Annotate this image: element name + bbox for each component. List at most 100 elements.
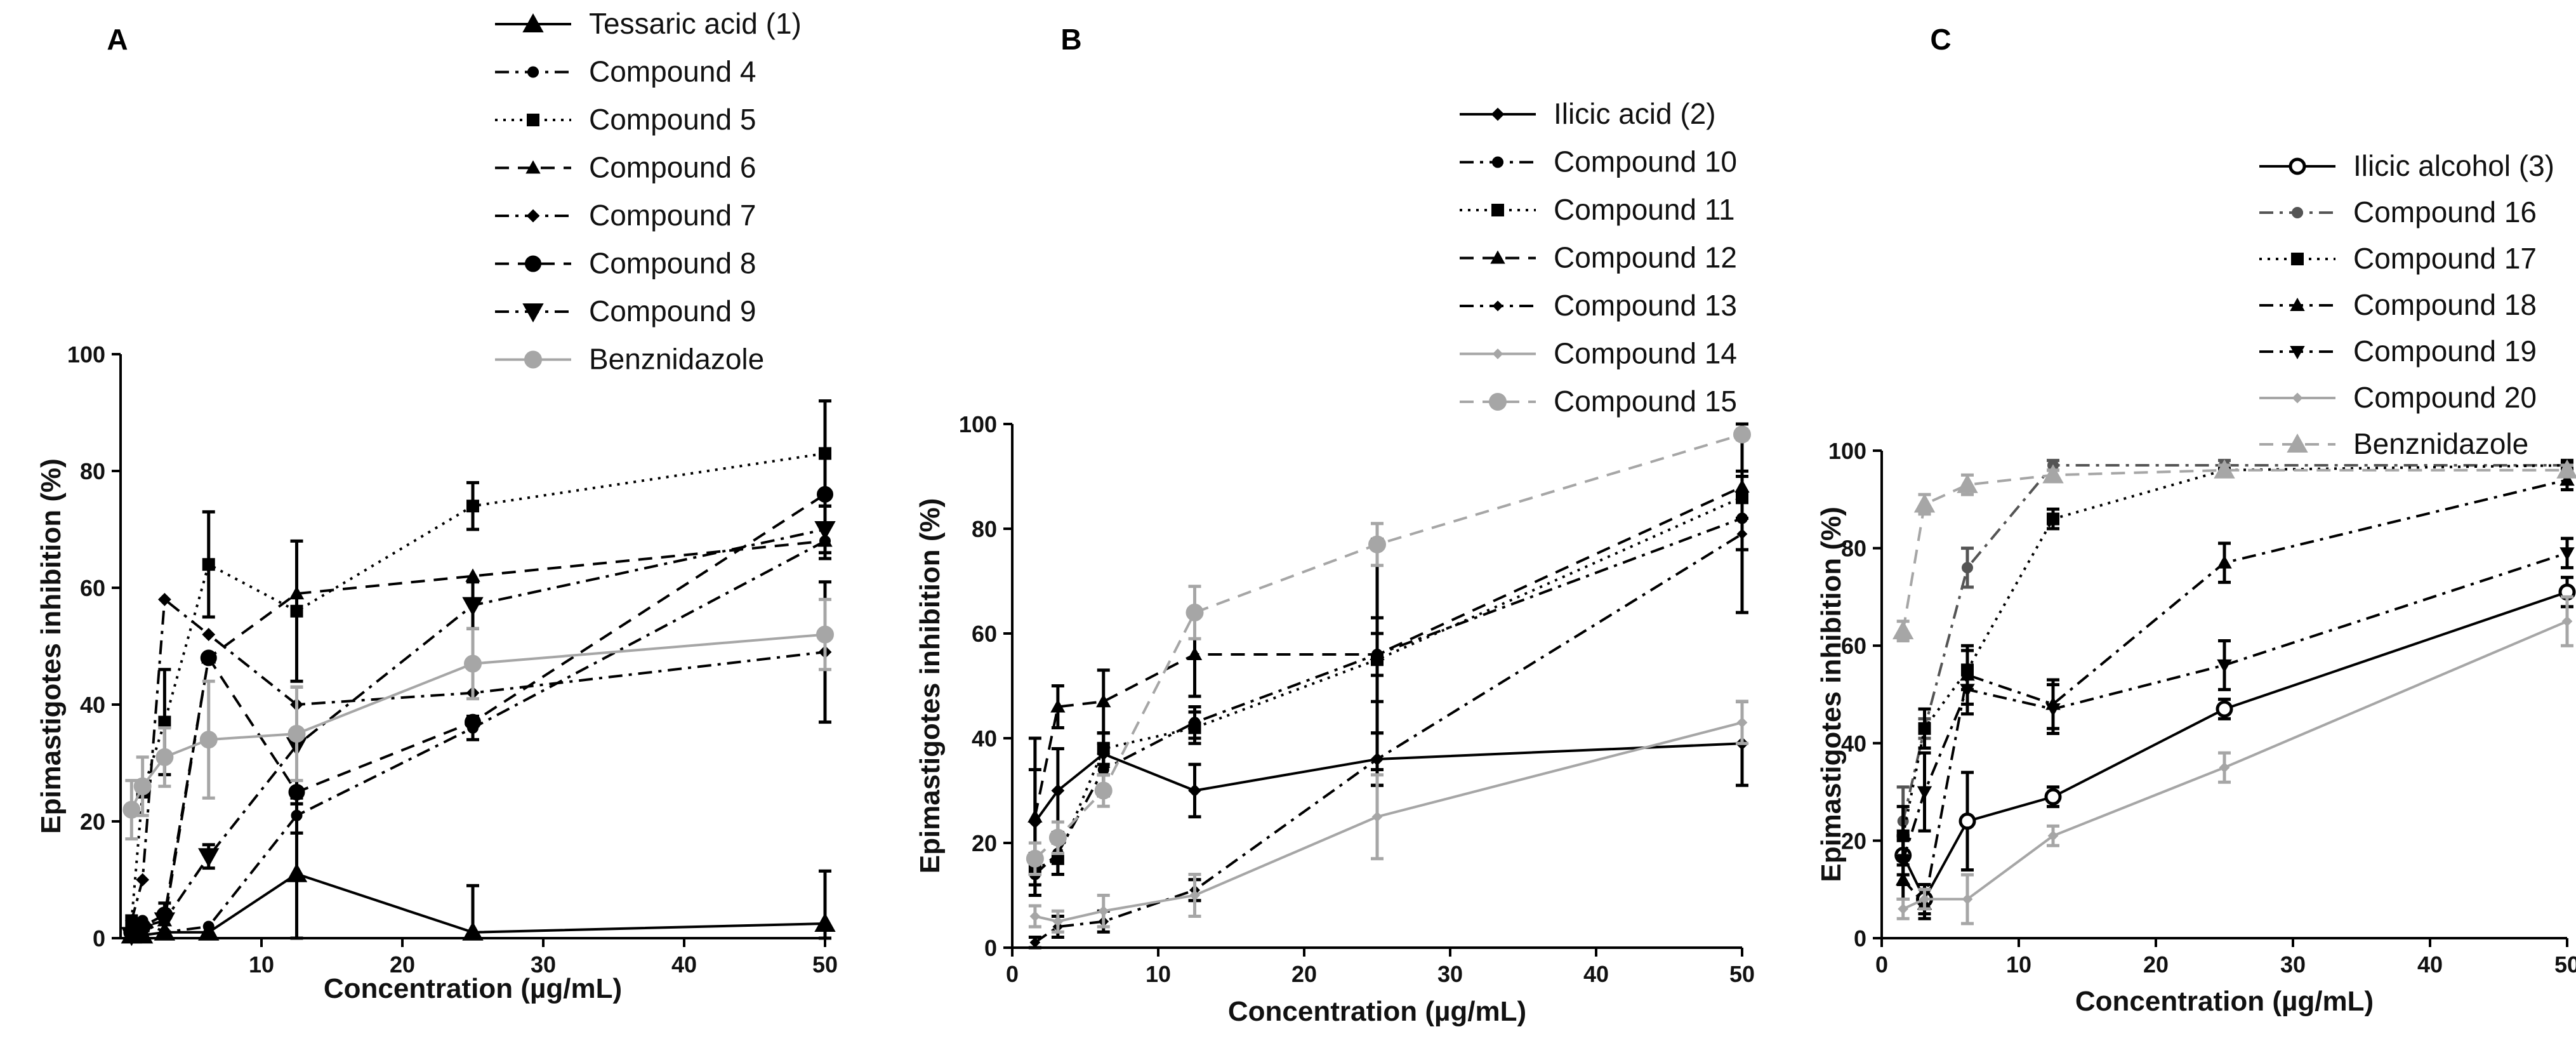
legend-entry: Compound 13 bbox=[1460, 289, 1737, 322]
y-tick-label: 80 bbox=[80, 458, 105, 484]
data-point bbox=[1097, 742, 1110, 755]
data-point bbox=[202, 920, 215, 932]
x-tick-label: 30 bbox=[531, 951, 556, 978]
data-point bbox=[287, 725, 306, 743]
series-compound-18 bbox=[1895, 468, 2575, 920]
series-compound-8 bbox=[123, 486, 833, 941]
legend-entry: Compound 17 bbox=[2259, 242, 2537, 275]
data-point bbox=[1957, 474, 1978, 493]
data-point bbox=[1733, 425, 1751, 444]
data-point bbox=[1188, 784, 1201, 797]
legend-marker bbox=[1492, 348, 1503, 359]
legend-entry: Ilicic acid (2) bbox=[1460, 97, 1716, 130]
legend-marker bbox=[1492, 300, 1503, 312]
legend-entry: Compound 6 bbox=[495, 151, 756, 184]
data-point bbox=[1052, 916, 1064, 927]
x-tick-label: 0 bbox=[1006, 961, 1019, 987]
legend-entry: Benznidazole bbox=[2259, 427, 2528, 460]
data-point bbox=[2561, 616, 2573, 627]
data-point bbox=[1371, 753, 1383, 765]
data-point bbox=[2217, 659, 2232, 673]
data-point bbox=[1962, 562, 1973, 574]
data-point bbox=[1918, 722, 1931, 735]
series-compound-11 bbox=[1028, 475, 1748, 887]
legend-marker bbox=[1492, 156, 1503, 168]
series-line bbox=[1034, 721, 1743, 923]
data-point bbox=[464, 654, 482, 673]
data-point bbox=[2559, 547, 2575, 561]
legend-marker bbox=[522, 303, 544, 323]
data-point bbox=[462, 921, 484, 941]
y-tick-label: 40 bbox=[1841, 731, 1866, 757]
legend-marker bbox=[524, 350, 542, 369]
series-line bbox=[130, 597, 826, 921]
legend-marker bbox=[2292, 392, 2303, 404]
y-tick-label: 0 bbox=[1854, 925, 1866, 951]
legend-label: Compound 9 bbox=[589, 295, 756, 328]
data-point bbox=[817, 486, 833, 503]
series-compound-14 bbox=[1028, 700, 1748, 934]
legend-label: Compound 18 bbox=[2353, 288, 2537, 321]
legend-label: Compound 8 bbox=[589, 247, 756, 280]
data-point bbox=[1027, 809, 1043, 823]
data-point bbox=[1736, 717, 1748, 728]
series-line bbox=[1901, 590, 2568, 902]
series-compound-6 bbox=[124, 533, 833, 938]
series-compound-19 bbox=[1895, 536, 2575, 887]
data-point bbox=[1051, 784, 1065, 797]
legend-marker bbox=[2287, 433, 2308, 453]
data-point bbox=[816, 625, 834, 644]
data-point bbox=[158, 715, 171, 729]
data-point bbox=[2216, 700, 2233, 718]
chart-panel-c: C 0 20 40 60 80 100 0 10 20 30 40 50 Concentration (µ… bbox=[1816, 23, 2576, 1017]
data-point bbox=[1026, 849, 1044, 868]
data-point bbox=[1370, 646, 1385, 660]
legend-label: Compound 11 bbox=[1554, 193, 1735, 226]
series-compound-16 bbox=[1896, 458, 2573, 857]
legend-marker bbox=[2290, 346, 2305, 360]
legend-label: Compound 20 bbox=[2353, 381, 2537, 414]
x-tick-label: 20 bbox=[1291, 961, 1317, 987]
x-tick-label: 10 bbox=[1146, 961, 1171, 987]
x-tick-label: 10 bbox=[2006, 951, 2031, 978]
x-tick-label: 40 bbox=[2417, 951, 2443, 978]
legend-marker bbox=[2290, 297, 2305, 311]
y-tick-label: 60 bbox=[1841, 633, 1866, 659]
data-point bbox=[465, 713, 481, 731]
data-point bbox=[202, 628, 216, 642]
data-point bbox=[2045, 703, 2061, 717]
legend-marker bbox=[526, 209, 540, 223]
series-line bbox=[1902, 620, 2568, 910]
legend-marker bbox=[527, 114, 539, 126]
y-tick-label: 0 bbox=[984, 935, 997, 961]
series-line bbox=[131, 528, 826, 937]
data-point bbox=[157, 592, 171, 606]
data-point bbox=[1098, 905, 1109, 917]
legend-marker bbox=[2289, 157, 2306, 175]
x-tick-label: 40 bbox=[1583, 961, 1609, 987]
data-point bbox=[1187, 646, 1203, 660]
chart-panel-a: A 0 20 40 60 80 100 10 20 30 40 50 Concentration (µg… bbox=[36, 7, 838, 1004]
series-line bbox=[1901, 468, 2567, 632]
data-point bbox=[2217, 555, 2232, 569]
data-point bbox=[1960, 684, 1975, 698]
data-point bbox=[466, 500, 479, 513]
legend-marker bbox=[527, 66, 539, 78]
legend-marker bbox=[1491, 107, 1505, 121]
legend-entry: Compound 18 bbox=[2259, 288, 2537, 321]
data-point bbox=[291, 809, 303, 821]
y-tick-label: 100 bbox=[67, 341, 105, 368]
series-ilicic-alcohol-3 bbox=[1894, 576, 2576, 916]
legend-entry: Ilicic alcohol (3) bbox=[2259, 149, 2554, 182]
y-tick-label: 40 bbox=[972, 726, 997, 752]
legend-marker bbox=[1489, 393, 1507, 411]
y-axis-title: Epimastigotes inhibition (%) bbox=[1816, 507, 1847, 882]
data-point bbox=[1913, 493, 1936, 513]
data-point bbox=[1734, 479, 1750, 493]
y-tick-label: 20 bbox=[972, 830, 997, 856]
legend-marker bbox=[525, 160, 541, 174]
data-point bbox=[2214, 459, 2235, 479]
data-point bbox=[1736, 528, 1748, 540]
series-compound-20 bbox=[1896, 595, 2573, 925]
